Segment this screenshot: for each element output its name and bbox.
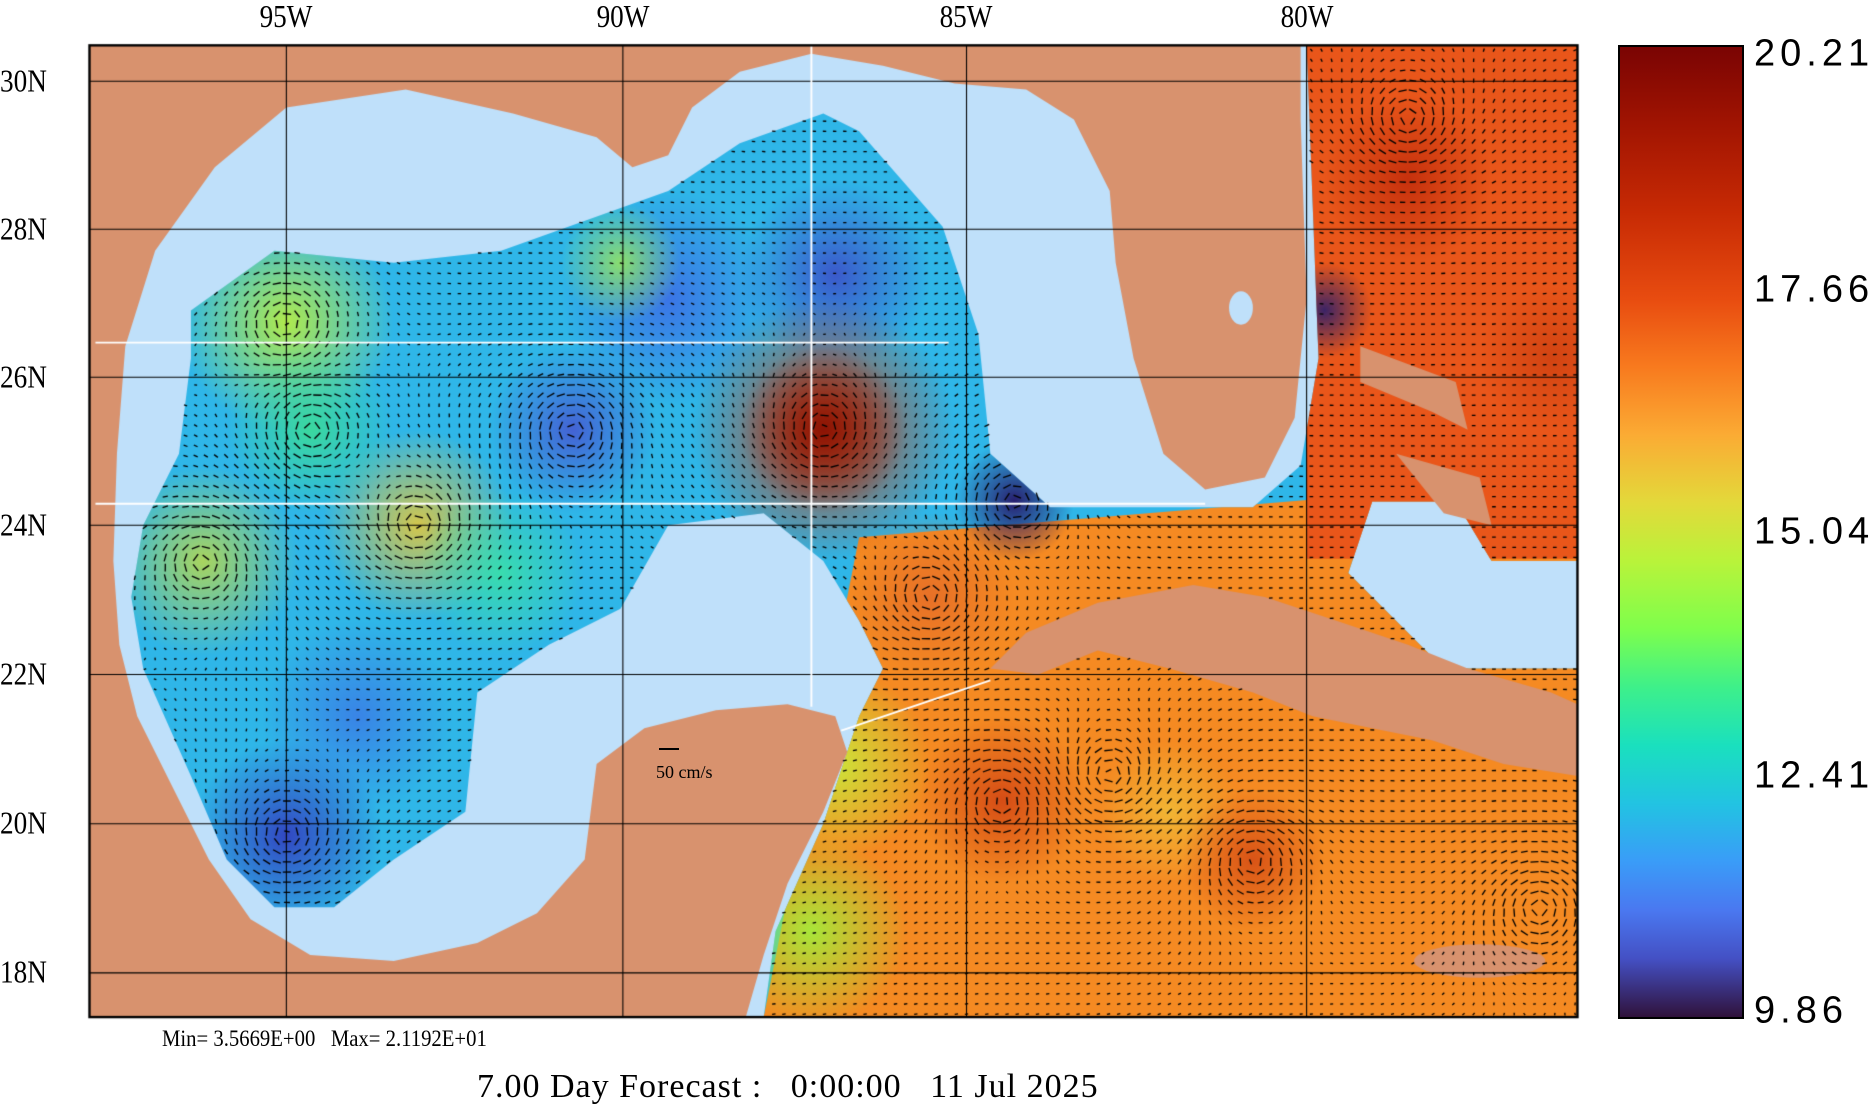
- lon-label-90w: 90W: [596, 0, 650, 34]
- min-max-stats: Min= 3.5669E+00 Max= 2.1192E+01: [162, 1026, 487, 1051]
- lon-label-95w: 95W: [259, 0, 313, 34]
- lat-label-26n: 26N: [0, 358, 47, 395]
- colorbar-label: 15.04: [1754, 510, 1871, 553]
- colorbar-label-max: 20.21: [1754, 32, 1871, 75]
- lat-label-24n: 24N: [0, 506, 47, 543]
- colorbar-label: 12.41: [1754, 754, 1871, 797]
- lat-label-18n: 18N: [0, 953, 47, 990]
- scale-vector: [659, 748, 679, 750]
- colorbar-label-min: 9.86: [1754, 989, 1848, 1032]
- forecast-title: 7.00 Day Forecast : 0:00:00 11 Jul 2025: [477, 1068, 1099, 1105]
- lat-label-20n: 20N: [0, 804, 47, 841]
- lon-label-85w: 85W: [939, 0, 993, 34]
- colorbar: [1618, 45, 1744, 1019]
- lat-label-28n: 28N: [0, 210, 47, 247]
- scale-vector-label: 50 cm/s: [656, 762, 713, 782]
- lat-label-22n: 22N: [0, 655, 47, 692]
- lat-label-30n: 30N: [0, 62, 47, 99]
- lon-label-80w: 80W: [1280, 0, 1334, 34]
- colorbar-label: 17.66: [1754, 268, 1871, 311]
